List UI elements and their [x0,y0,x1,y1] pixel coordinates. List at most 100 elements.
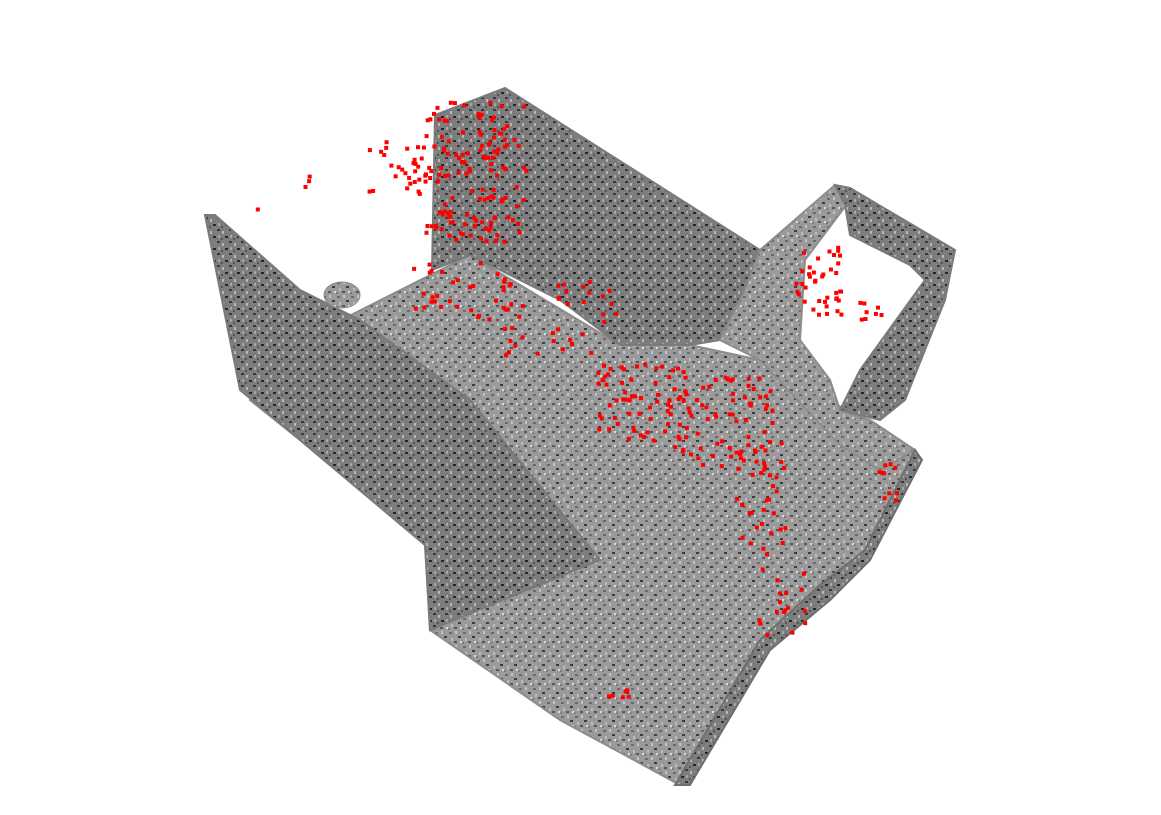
red-point [432,111,436,116]
red-point [486,155,491,160]
red-point [766,497,771,502]
red-point [472,224,477,229]
red-point [700,403,705,408]
red-point [491,195,496,200]
red-point [770,409,775,414]
red-point [423,179,428,184]
red-point [389,163,394,168]
red-point [802,299,807,304]
red-point [435,105,440,110]
red-point [503,196,508,200]
red-point [627,398,632,403]
red-point [469,189,474,194]
red-point [612,415,617,420]
red-point [763,464,767,469]
red-point [701,462,705,467]
red-point [307,174,312,179]
red-point [729,454,734,459]
red-point [629,377,634,382]
red-point [514,185,519,190]
red-point [480,187,485,192]
red-point [711,453,715,458]
red-point [883,463,888,468]
red-point [367,148,372,153]
red-point [589,350,594,355]
red-point [754,525,759,530]
red-point [499,104,504,109]
red-point [503,167,508,172]
red-point [492,127,497,132]
red-point [765,403,770,408]
red-point [472,215,476,220]
red-point [492,215,497,220]
red-point [719,464,724,469]
red-point [698,446,703,451]
red-point [488,100,493,105]
red-point [727,446,732,450]
red-point [632,428,637,433]
red-point [416,189,421,194]
red-point [461,130,465,135]
red-point [622,367,626,372]
red-point [761,507,766,512]
red-point [747,511,752,515]
room-mesh [203,86,957,787]
red-point [601,294,606,299]
red-point [687,410,692,415]
red-point [723,375,728,380]
red-point [873,311,878,316]
red-point [807,272,812,277]
red-point [443,174,447,178]
right-frame [833,183,957,422]
red-point [580,332,585,337]
red-point [820,274,825,279]
red-point [458,231,463,236]
red-point [255,207,260,212]
red-point [494,298,498,303]
red-point [838,253,842,258]
red-point [405,146,410,151]
red-point [762,461,767,466]
red-point [480,220,485,225]
red-point [488,225,493,230]
red-point [794,281,799,286]
red-point [606,694,611,699]
red-point [452,101,457,106]
red-point [440,212,445,217]
red-point [731,391,736,396]
red-point [480,143,484,148]
red-point [754,459,759,464]
red-point [614,398,619,403]
red-point [505,143,510,148]
red-point [744,417,748,422]
red-point [893,465,898,470]
red-point [504,353,509,358]
highlight-points [255,100,899,700]
red-point [765,633,770,638]
red-point [768,440,772,445]
red-point [669,404,673,409]
red-point [746,383,751,388]
red-point [424,134,429,139]
red-point [701,385,706,390]
red-point [738,451,743,456]
red-point [509,302,514,307]
red-point [447,233,452,238]
red-point [760,567,765,572]
red-point [672,387,677,392]
red-point [668,412,673,417]
red-point [774,475,779,480]
red-point [742,395,747,400]
red-point [568,337,573,342]
red-point [492,149,497,154]
red-point [448,100,453,105]
red-point [823,299,827,304]
red-point [477,197,482,201]
red-point [746,376,751,381]
red-point [894,498,899,503]
red-point [464,212,469,217]
red-point [639,396,643,401]
red-point [681,370,686,374]
red-point [836,298,841,303]
